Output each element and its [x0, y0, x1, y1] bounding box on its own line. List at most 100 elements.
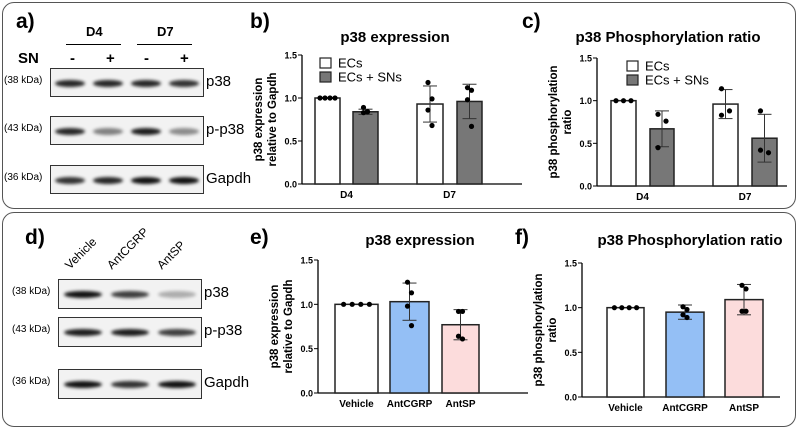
data-point: [680, 312, 686, 318]
x-tick-label: AntSP: [446, 399, 476, 410]
data-point: [459, 336, 466, 342]
blot-band: [168, 79, 200, 87]
blot-band: [130, 176, 162, 184]
kda-label: (43 kDa): [4, 122, 43, 134]
blot-band: [63, 329, 102, 336]
data-point: [663, 118, 669, 124]
data-point: [680, 304, 686, 310]
blot-strip-p38: [58, 279, 202, 309]
blot-band: [130, 79, 162, 87]
data-point: [655, 145, 661, 151]
y-tick-label: 0.5: [579, 139, 592, 149]
data-point: [765, 150, 772, 156]
legend-swatch: [626, 74, 639, 86]
blot-band: [92, 176, 124, 184]
data-point: [404, 279, 411, 285]
sn-row-label: SN: [18, 50, 39, 67]
bar: [610, 99, 637, 187]
y-tick-label: 0.5: [300, 344, 313, 354]
protein-label: p38: [206, 72, 232, 90]
y-axis-label: relative to Gapdh: [267, 73, 279, 167]
blot-strip-p-p38: [50, 116, 204, 145]
y-tick-label: 1.5: [564, 259, 577, 269]
data-point: [404, 303, 411, 309]
data-point: [628, 98, 634, 104]
data-point: [468, 123, 475, 129]
bar: [334, 303, 379, 394]
data-point: [360, 104, 367, 111]
data-point: [425, 79, 431, 86]
chart-title: p38 Phosphorylation ratio: [575, 29, 760, 46]
y-tick-label: 0.5: [284, 137, 297, 147]
blot-band: [168, 127, 200, 135]
data-point: [332, 95, 338, 101]
x-tick-label: D7: [739, 192, 752, 203]
data-point: [349, 301, 355, 307]
panel-letter-b: b): [250, 10, 270, 33]
data-point: [726, 108, 733, 114]
chart-title: p38 expression: [340, 29, 449, 46]
kda-label: (38 kDa): [4, 74, 43, 86]
y-axis-label: ratio: [562, 110, 574, 135]
protein-label: Gapdh: [204, 374, 250, 391]
blot-band: [92, 127, 124, 135]
data-point: [408, 290, 415, 296]
x-tick-label: D4: [636, 192, 649, 203]
blot-band: [54, 127, 86, 135]
bar: [314, 97, 341, 185]
data-point: [468, 87, 475, 93]
blot-band: [168, 176, 200, 184]
data-point: [464, 97, 471, 103]
blot-band: [158, 329, 197, 336]
legend-label: ECs: [338, 56, 363, 71]
protein-label: p-p38: [204, 322, 243, 339]
y-tick-label: 0.5: [564, 348, 577, 358]
y-tick-label: 1.0: [300, 300, 313, 310]
data-point: [739, 308, 745, 314]
legend-label: ECs + SNs: [645, 73, 709, 88]
panel-letter-a: a): [16, 10, 35, 33]
data-point: [757, 108, 764, 114]
kda-label: (36 kDa): [12, 376, 51, 387]
y-tick-label: 0.0: [579, 182, 592, 192]
group-label-d4: D4: [86, 24, 103, 39]
data-point: [425, 107, 431, 113]
bar: [665, 311, 705, 398]
y-axis-label: p38 expression: [269, 285, 281, 369]
data-point: [619, 305, 625, 311]
x-tick-label: Vehicle: [339, 399, 374, 410]
y-tick-label: 1.5: [284, 51, 297, 61]
data-point: [743, 286, 749, 292]
x-tick-label: D4: [340, 190, 353, 201]
data-point: [360, 110, 367, 116]
bar: [352, 111, 379, 185]
data-point: [358, 301, 364, 307]
y-tick-label: 1.5: [579, 54, 592, 64]
data-point: [327, 95, 333, 101]
x-tick-label: AntSP: [729, 403, 759, 414]
kda-label: (36 kDa): [4, 171, 43, 183]
y-tick-label: 0.0: [564, 393, 577, 403]
data-point: [620, 98, 627, 104]
data-point: [611, 305, 618, 311]
data-point: [718, 112, 725, 118]
data-point: [626, 305, 632, 311]
data-point: [455, 333, 462, 339]
kda-label: (38 kDa): [12, 286, 51, 297]
data-point: [341, 301, 347, 307]
blot-band: [111, 381, 149, 388]
blot-strip-Gapdh: [50, 165, 204, 194]
data-point: [408, 323, 415, 329]
blot-band: [130, 127, 162, 135]
y-axis-label: relative to Gapdh: [283, 280, 295, 374]
data-point: [317, 95, 323, 101]
protein-label: Gapdh: [206, 169, 252, 187]
data-point: [459, 308, 466, 315]
bar: [724, 298, 764, 398]
y-tick-label: 1.0: [284, 94, 297, 104]
sn-sign: -: [70, 50, 75, 67]
y-tick-label: 1.5: [300, 256, 313, 266]
data-point: [455, 308, 462, 315]
protein-label: p-p38: [206, 120, 245, 138]
